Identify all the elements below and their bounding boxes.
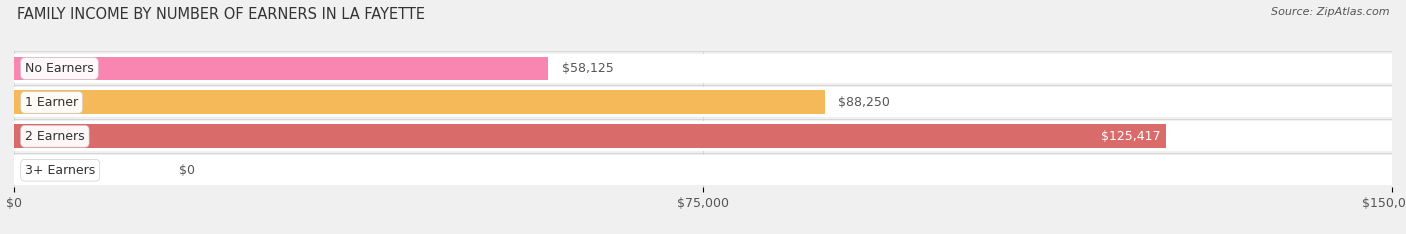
Bar [14, 124, 1166, 148]
Text: 1 Earner: 1 Earner [25, 96, 79, 109]
Bar [14, 91, 825, 114]
Bar [14, 57, 548, 80]
Text: 2 Earners: 2 Earners [25, 130, 84, 143]
Text: No Earners: No Earners [25, 62, 94, 75]
Bar [14, 54, 1392, 83]
Text: $88,250: $88,250 [838, 96, 890, 109]
Text: FAMILY INCOME BY NUMBER OF EARNERS IN LA FAYETTE: FAMILY INCOME BY NUMBER OF EARNERS IN LA… [17, 7, 425, 22]
Text: $58,125: $58,125 [562, 62, 613, 75]
Bar [14, 88, 1392, 117]
Bar [14, 155, 1392, 185]
Text: $0: $0 [180, 164, 195, 177]
Text: Source: ZipAtlas.com: Source: ZipAtlas.com [1271, 7, 1389, 17]
Bar [14, 121, 1392, 151]
Text: $125,417: $125,417 [1101, 130, 1160, 143]
Text: 3+ Earners: 3+ Earners [25, 164, 96, 177]
